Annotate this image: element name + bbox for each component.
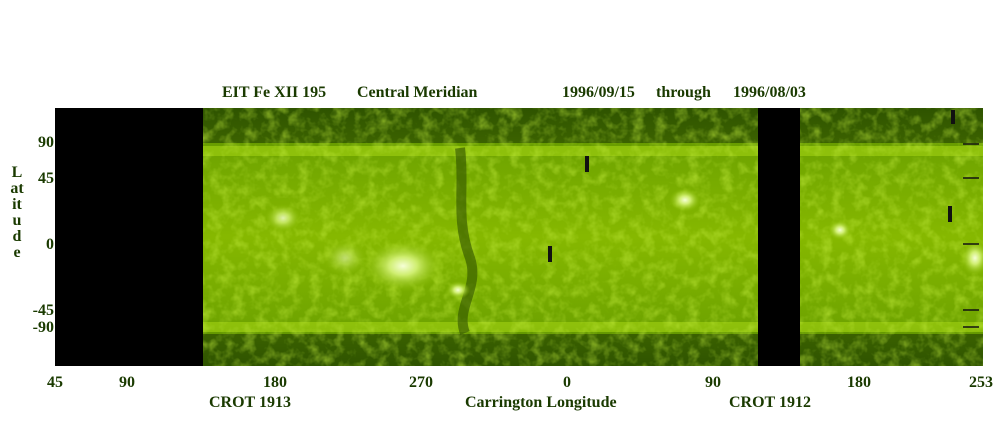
y-tick-90: 90: [38, 134, 54, 151]
header-through: through: [656, 84, 711, 101]
x-tick-90-b: 90: [705, 374, 721, 391]
header-end-date: 1996/08/03: [733, 84, 806, 101]
y-tick-45: 45: [38, 170, 54, 187]
y-tick-minus-90: -90: [32, 319, 54, 336]
synoptic-map: [55, 108, 983, 366]
x-tick-180: 180: [263, 374, 287, 391]
x-tick-253: 253: [969, 374, 993, 391]
x-tick-270: 270: [409, 374, 433, 391]
crot-left-label: CROT 1913: [209, 394, 291, 411]
y-tick-minus-45: -45: [32, 302, 54, 319]
x-tick-45: 45: [47, 374, 63, 391]
y-axis-label: Latitude: [10, 164, 24, 261]
header-start-date: 1996/09/15: [562, 84, 635, 101]
header-title: EIT Fe XII 195: [222, 84, 327, 101]
y-tick-0: 0: [46, 236, 54, 253]
map-strip-right: [800, 108, 983, 366]
x-axis-title: Carrington Longitude: [465, 394, 617, 411]
x-tick-90: 90: [119, 374, 135, 391]
synoptic-map-image: [203, 108, 983, 366]
x-tick-0: 0: [563, 374, 571, 391]
crot-right-label: CROT 1912: [729, 394, 811, 411]
x-tick-180-b: 180: [847, 374, 871, 391]
header-mode: Central Meridian: [357, 84, 478, 101]
map-strip-left: [203, 108, 758, 366]
